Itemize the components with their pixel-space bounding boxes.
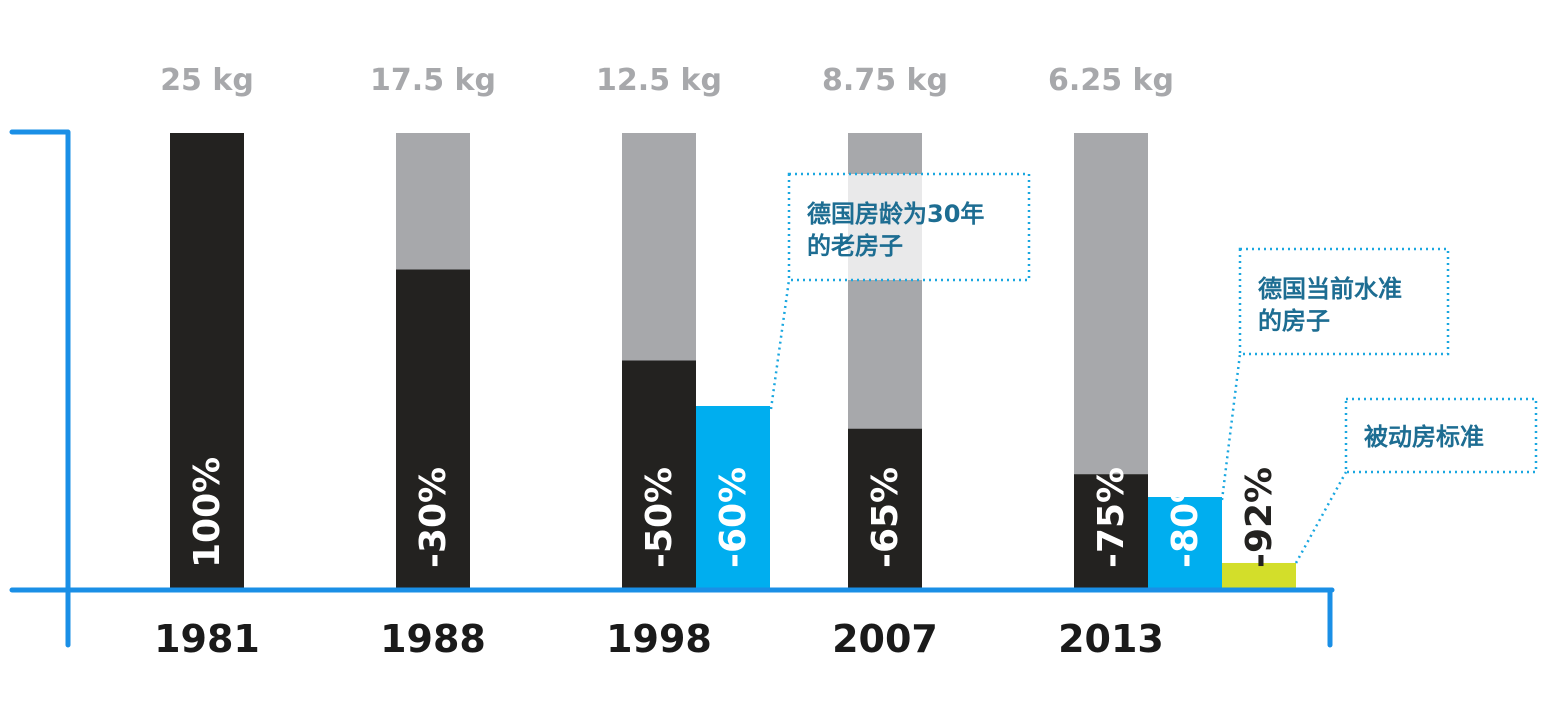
bar-1998--50pct	[622, 360, 696, 588]
kg-label: 8.75 kg	[822, 63, 948, 98]
year-tick-label: 2007	[832, 617, 938, 661]
callout-backdrop	[1240, 249, 1448, 354]
kg-label: 6.25 kg	[1048, 63, 1174, 98]
callout-backdrop	[1346, 399, 1536, 472]
year-tick-label: 1998	[606, 617, 712, 661]
bars-layer	[170, 133, 1296, 588]
bar-label: -30%	[413, 467, 454, 568]
bar-2013--92pct	[1222, 562, 1296, 588]
bar-label: 100%	[187, 457, 228, 568]
bar-1998--60pct	[696, 406, 770, 588]
year-tick-label: 1981	[154, 617, 260, 661]
callout-text: 被动房标准	[1364, 423, 1484, 451]
bar-label: -50%	[639, 467, 680, 568]
bar-2013--75pct	[1074, 474, 1148, 588]
bar-2007--65pct	[848, 428, 922, 588]
callout-box	[787, 172, 1031, 282]
left-axis-bracket	[9, 129, 71, 648]
callout-box	[1238, 247, 1450, 356]
bar-label: -80%	[1165, 467, 1206, 568]
kg-label: 17.5 kg	[370, 63, 496, 98]
callout-connector	[769, 279, 791, 410]
callout-text: 德国当前水准	[1258, 275, 1402, 303]
year-tick-label: 2013	[1058, 617, 1164, 661]
bar-label: -92%	[1239, 467, 1280, 568]
callout-connector	[1220, 353, 1242, 501]
labels-layer: 100% -30% -50% -60% -65% -75% -80% -92% 25 kg 198…	[154, 63, 1280, 661]
callout-text: 德国房龄为30年	[807, 200, 984, 228]
bar-1988--30pct	[396, 269, 470, 588]
axis-layer	[9, 129, 1335, 648]
bar-label: -65%	[865, 467, 906, 568]
bar-2013--80pct	[1148, 497, 1222, 588]
callout-connector	[1294, 471, 1348, 564]
kg-label: 25 kg	[160, 63, 254, 98]
callout-text: 的老房子	[807, 232, 903, 260]
bar-label: -75%	[1091, 467, 1132, 568]
bar-label: -60%	[713, 467, 754, 568]
kg-label: 12.5 kg	[596, 63, 722, 98]
callout-backdrop	[789, 174, 1029, 280]
callout-text: 的房子	[1258, 307, 1330, 335]
year-tick-label: 1988	[380, 617, 486, 661]
bar-1981-100pct	[170, 133, 244, 588]
